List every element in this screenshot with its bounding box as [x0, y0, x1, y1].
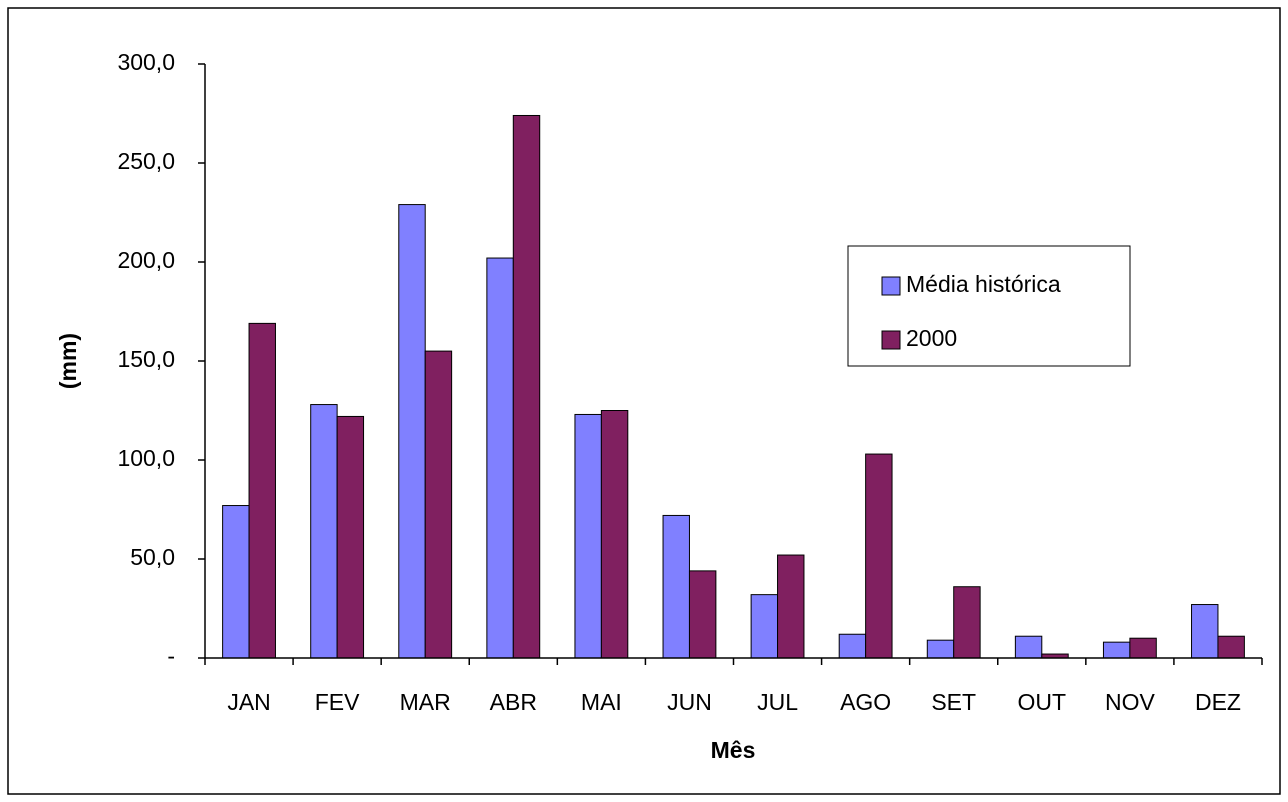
- bar: [1129, 637, 1157, 659]
- bar: [926, 639, 955, 659]
- bar: [486, 257, 514, 659]
- x-axis-title: Mês: [711, 737, 756, 763]
- x-tick-label: MAI: [581, 689, 622, 715]
- legend-label: Média histórica: [906, 271, 1061, 297]
- bar: [398, 204, 426, 659]
- x-tick-label: MAR: [400, 689, 451, 715]
- bar: [310, 404, 338, 659]
- bar: [512, 114, 541, 659]
- bar: [865, 453, 893, 659]
- x-tick-label: JAN: [227, 689, 270, 715]
- bar: [688, 570, 717, 659]
- legend-label: 2000: [906, 325, 957, 351]
- bar: [777, 554, 805, 659]
- y-tick-label: 200,0: [117, 247, 175, 273]
- bar: [1217, 635, 1245, 659]
- bar: [1014, 635, 1043, 659]
- x-tick-label: NOV: [1105, 689, 1156, 715]
- y-tick-label: -: [167, 643, 175, 669]
- bar: [838, 633, 867, 659]
- x-tick-label: JUN: [667, 689, 712, 715]
- bar: [336, 415, 365, 659]
- y-tick-label: 150,0: [117, 346, 175, 372]
- y-tick-label: 50,0: [130, 544, 175, 570]
- x-tick-label: JUL: [757, 689, 798, 715]
- bar: [248, 322, 276, 659]
- bar: [1102, 641, 1131, 659]
- bar: [600, 410, 629, 659]
- y-axis-title: (mm): [55, 333, 81, 389]
- x-tick-label: OUT: [1018, 689, 1067, 715]
- bar: [750, 594, 779, 659]
- x-tick-label: AGO: [840, 689, 891, 715]
- y-tick-label: 300,0: [117, 49, 175, 75]
- chart-border: [7, 7, 1281, 795]
- y-tick-label: 250,0: [117, 148, 175, 174]
- x-tick-label: SET: [931, 689, 976, 715]
- bar: [1191, 604, 1219, 659]
- bar: [222, 505, 250, 659]
- legend-swatch: [881, 276, 901, 296]
- y-tick-label: 100,0: [117, 445, 175, 471]
- x-tick-label: FEV: [315, 689, 360, 715]
- bar: [424, 350, 453, 659]
- x-tick-label: DEZ: [1195, 689, 1241, 715]
- bar: [953, 586, 981, 659]
- legend-swatch: [881, 330, 901, 350]
- bar: [574, 413, 602, 659]
- bar: [662, 514, 690, 659]
- x-tick-label: ABR: [490, 689, 537, 715]
